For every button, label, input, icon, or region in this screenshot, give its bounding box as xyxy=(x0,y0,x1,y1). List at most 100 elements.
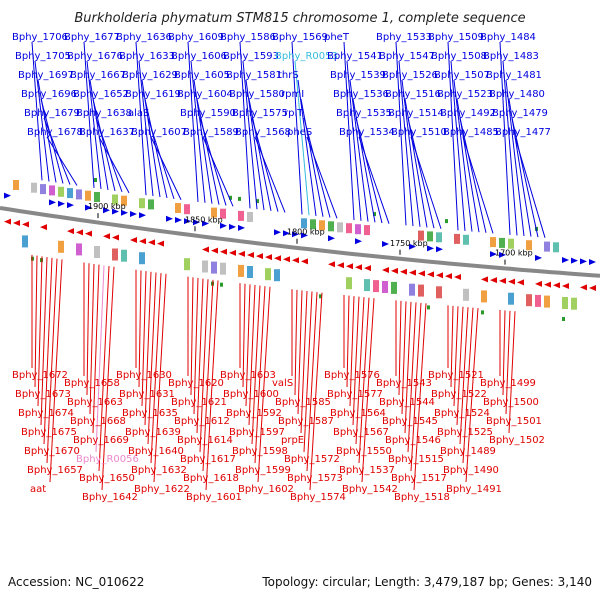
gene-label: Bphy_1621 xyxy=(171,397,227,408)
gene-labels: Bphy_1706Bphy_1705Bphy_1697Bphy_1696Bphy… xyxy=(12,32,551,503)
top-strand-gene xyxy=(202,220,209,227)
gene-label: Bphy_1546 xyxy=(385,435,441,446)
label-leader-line xyxy=(141,271,147,407)
feature-block xyxy=(247,212,253,222)
gene-label: Bphy_1679 xyxy=(24,108,80,119)
gene-label: Bphy_1507 xyxy=(434,70,490,81)
feature-marker xyxy=(256,199,259,204)
bottom-strand-gene xyxy=(220,248,227,255)
label-leader-line xyxy=(358,136,390,224)
label-leader-line xyxy=(456,306,464,426)
label-leader-line xyxy=(144,271,152,426)
gene-label: Bphy_1602 xyxy=(238,484,294,495)
label-leader-line xyxy=(147,272,157,445)
label-leader-line xyxy=(404,301,412,434)
gene-label: Bphy_1500 xyxy=(483,397,539,408)
top-strand-gene xyxy=(580,258,587,265)
top-strand-gene xyxy=(121,209,128,216)
feature-block xyxy=(202,260,208,273)
bottom-strand-gene xyxy=(157,240,164,247)
gene-label: Bphy_1668 xyxy=(70,416,126,427)
label-leaders xyxy=(31,41,546,491)
label-leader-line xyxy=(196,278,204,434)
label-leader-line xyxy=(150,136,182,200)
gene-label: Bphy_1598 xyxy=(232,446,288,457)
top-strand-gene xyxy=(193,219,200,226)
gene-label: Bphy_1569 xyxy=(272,32,328,43)
feature-block xyxy=(211,207,217,218)
top-strand-gene xyxy=(274,229,281,236)
feature-block xyxy=(265,268,271,281)
label-leader-line xyxy=(83,41,95,188)
bottom-strand-gene xyxy=(130,236,137,243)
feature-block xyxy=(562,297,568,309)
gene-label: Bphy_1523 xyxy=(437,89,493,100)
gene-label: Bphy_1572 xyxy=(284,454,340,465)
gene-label: Bphy_1484 xyxy=(480,32,536,43)
feature-block xyxy=(508,292,514,305)
top-strand-gene xyxy=(112,208,119,215)
gene-label: rplT xyxy=(284,108,304,119)
gene-label: Bphy_1639 xyxy=(125,427,181,438)
feature-marker xyxy=(229,195,232,200)
gene-label: Bphy_1586 xyxy=(220,32,276,43)
label-leader-line xyxy=(245,79,265,211)
feature-block xyxy=(454,233,460,244)
feature-block xyxy=(112,248,118,261)
gene-label: Bphy_1483 xyxy=(483,51,539,62)
label-leader-line xyxy=(86,60,102,189)
label-leader-line xyxy=(401,301,407,415)
label-leader-line xyxy=(92,98,116,192)
feature-block xyxy=(94,192,100,202)
label-leader-line xyxy=(291,41,303,215)
gene-label: alaS xyxy=(128,108,149,119)
gene-label: Bphy_1543 xyxy=(376,378,432,389)
gene-label: Bphy_1492 xyxy=(440,108,496,119)
label-leader-line xyxy=(98,266,110,472)
gene-label: Bphy_1606 xyxy=(171,51,227,62)
bottom-strand-gene xyxy=(553,282,560,289)
label-leader-line xyxy=(239,41,251,209)
feature-block xyxy=(76,243,82,256)
gene-label: Bphy_1536 xyxy=(333,89,389,100)
feature-block xyxy=(67,188,73,199)
gene-label: Bphy_1617 xyxy=(180,454,236,465)
label-leader-line xyxy=(190,60,206,203)
gene-label: Bphy_1658 xyxy=(64,378,120,389)
feature-block xyxy=(346,223,352,234)
feature-block xyxy=(121,195,127,206)
feature-block xyxy=(373,280,379,293)
bottom-strand-gene xyxy=(85,230,92,237)
bottom-strand-gene xyxy=(409,269,416,276)
feature-block xyxy=(49,185,55,196)
label-leader-line xyxy=(462,307,474,464)
label-leader-line xyxy=(398,60,414,227)
feature-block xyxy=(148,199,154,210)
label-leader-line xyxy=(95,265,105,453)
label-leader-line xyxy=(251,285,261,445)
feature-block xyxy=(391,281,397,294)
gene-label: Bphy_1669 xyxy=(73,435,129,446)
bottom-strand-gene xyxy=(400,268,407,275)
gene-label: Bphy_1514 xyxy=(388,108,444,119)
feature-block xyxy=(328,221,334,232)
label-leader-line xyxy=(309,292,323,491)
label-leader-line xyxy=(92,264,100,434)
feature-block xyxy=(175,203,181,213)
bottom-strand-gene xyxy=(328,261,335,268)
label-leader-line xyxy=(86,263,90,396)
gene-label: Bphy_1587 xyxy=(278,416,334,427)
gene-label: Bphy_1490 xyxy=(443,465,499,476)
label-leader-line xyxy=(395,41,407,226)
bottom-strand-gene xyxy=(382,266,389,273)
bottom-strand-gene xyxy=(22,221,29,228)
gene-label: Bphy_1650 xyxy=(79,473,135,484)
bottom-strand-gene xyxy=(580,284,587,291)
feature-block xyxy=(22,235,28,248)
gene-label: Bphy_1544 xyxy=(379,397,435,408)
bottom-strand-gene xyxy=(148,239,155,246)
feature-block xyxy=(220,208,226,219)
bottom-strand-gene xyxy=(418,270,425,277)
label-leader-line xyxy=(297,290,303,415)
